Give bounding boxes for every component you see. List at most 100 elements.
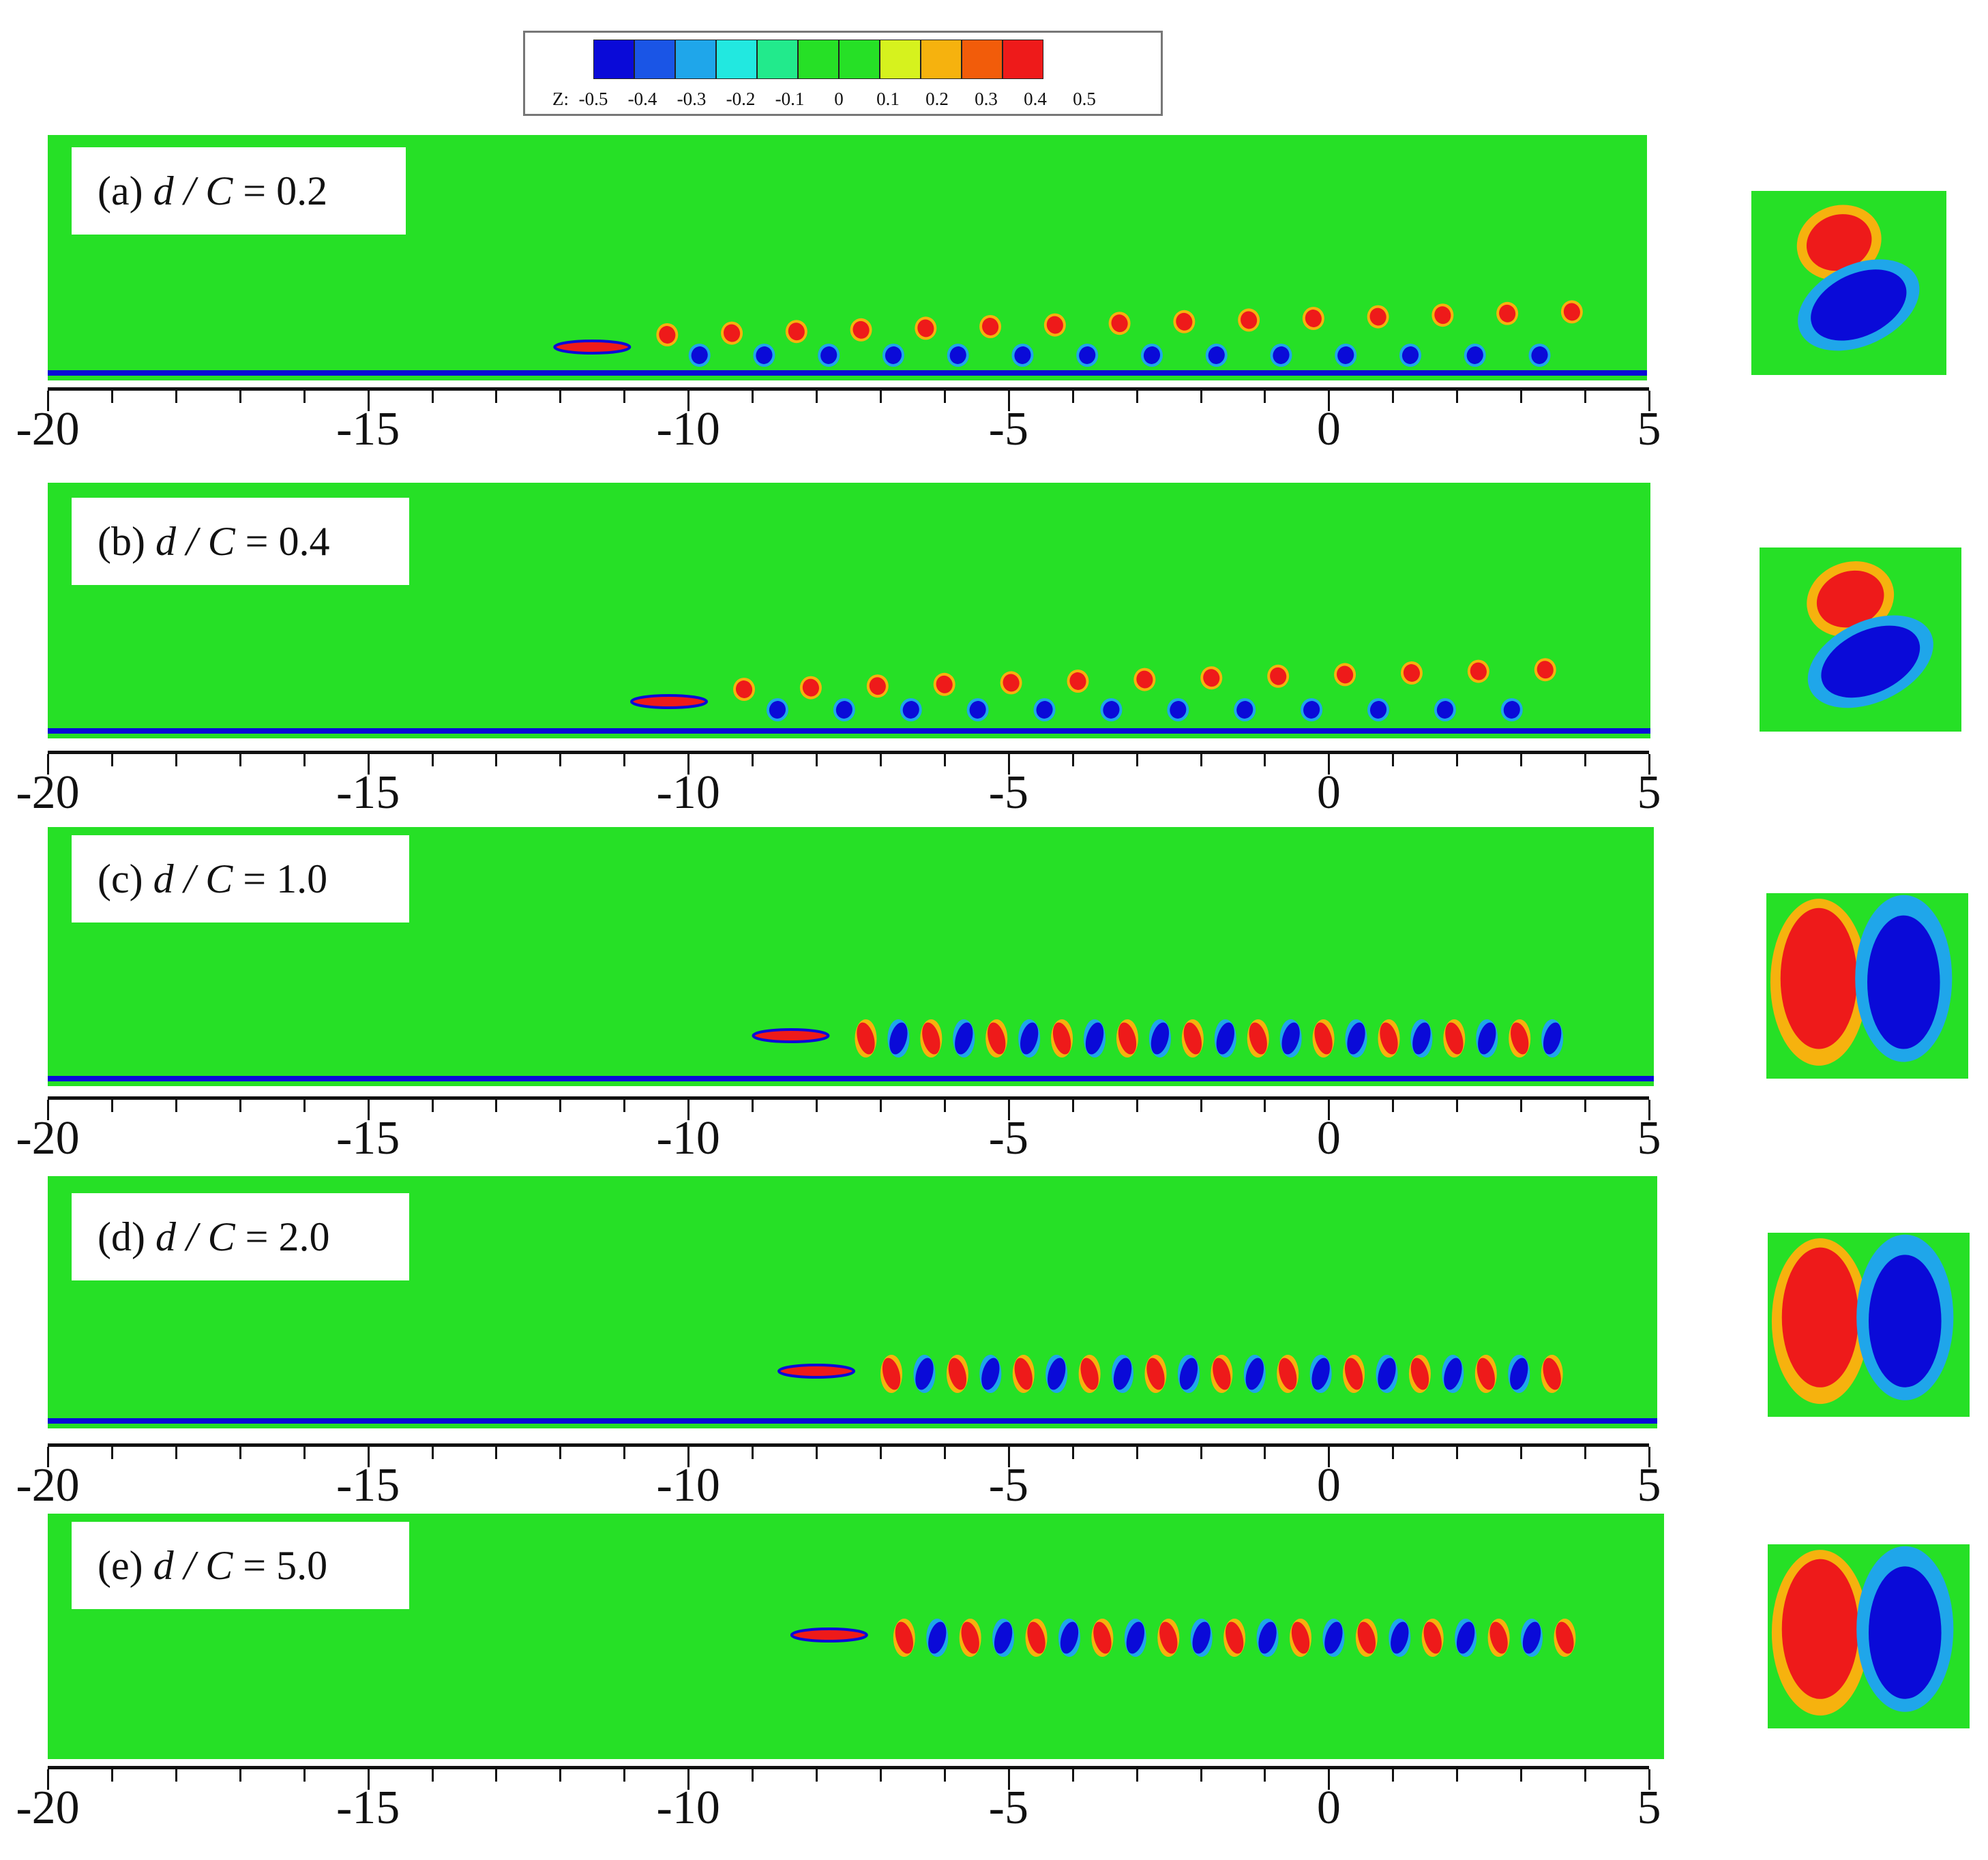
- x-major-tick: [47, 391, 49, 411]
- x-minor-tick: [1136, 391, 1138, 403]
- x-tick-label: -5: [988, 1459, 1028, 1512]
- vortex-negative: [1103, 701, 1120, 719]
- panel-label-prefix: (a): [98, 168, 153, 213]
- vortex-negative: [1531, 346, 1548, 364]
- vortex-negative: [1324, 1621, 1343, 1654]
- vortex-positive: [1314, 1022, 1333, 1055]
- vortex-negative: [915, 1358, 934, 1390]
- x-minor-tick: [175, 754, 177, 766]
- colorbar-tick-label: 0.4: [1024, 89, 1047, 109]
- vortex-positive: [1270, 667, 1287, 685]
- x-major-tick: [47, 1769, 49, 1790]
- x-minor-tick: [943, 1100, 946, 1112]
- vortex-positive: [1336, 665, 1354, 684]
- vortex-negative: [1151, 1022, 1170, 1055]
- vortex-positive: [948, 1358, 967, 1390]
- x-tick-label: -20: [16, 1112, 80, 1165]
- vortex-positive: [1279, 1358, 1297, 1390]
- panel-label-variable: d / C: [153, 856, 233, 901]
- x-minor-tick: [623, 754, 626, 766]
- vortex-negative: [1391, 1621, 1409, 1654]
- x-tick-label: 0: [1316, 1782, 1341, 1834]
- vortex-negative: [889, 1022, 908, 1055]
- x-tick-label: 5: [1637, 1112, 1661, 1165]
- panel-label-variable: d / C: [155, 518, 235, 564]
- vortex-positive: [1046, 316, 1063, 334]
- vortex-positive: [1203, 669, 1220, 687]
- colorbar-legend: Z: -0.5 -0.4 -0.3 -0.2 -0.1 0 0.1 0.2 0.3 0.4 0.5: [523, 31, 1163, 116]
- x-minor-tick: [1392, 1100, 1395, 1112]
- vortex-negative: [981, 1358, 1000, 1390]
- colorbar-tick-label: 0: [834, 89, 844, 109]
- colorbar-tick-label: 0.1: [876, 89, 900, 109]
- x-minor-tick: [1136, 1100, 1138, 1112]
- x-minor-tick: [943, 754, 946, 766]
- vortex-positive: [1183, 1022, 1202, 1055]
- x-axis-line: [48, 1443, 1649, 1447]
- x-major-tick: [687, 1447, 690, 1467]
- x-minor-tick: [1200, 754, 1202, 766]
- vortex-positive: [1111, 314, 1128, 333]
- vortex-positive: [917, 319, 934, 338]
- x-tick-label: 5: [1637, 403, 1661, 455]
- panel-label-prefix: (e): [98, 1542, 153, 1588]
- vortex-positive: [1136, 670, 1153, 689]
- x-minor-tick: [495, 1447, 498, 1459]
- vortex-negative: [1466, 346, 1483, 364]
- x-major-tick: [367, 391, 370, 411]
- vortex-positive: [1080, 1358, 1099, 1390]
- vortex-negative: [1510, 1358, 1528, 1390]
- x-minor-tick: [110, 1447, 113, 1459]
- vortex-negative: [1311, 1358, 1330, 1390]
- x-minor-tick: [431, 391, 434, 403]
- x-tick-label: -10: [656, 1459, 720, 1512]
- x-tick-label: 5: [1637, 766, 1661, 819]
- vortex-positive: [1176, 312, 1193, 331]
- x-major-tick: [1648, 1447, 1650, 1467]
- x-minor-tick: [1392, 1769, 1395, 1782]
- x-major-tick: [1007, 1769, 1010, 1790]
- x-major-tick: [1648, 754, 1650, 775]
- hydrofoil: [553, 340, 632, 355]
- colorbar-swatch: [921, 40, 962, 79]
- vortex-positive: [1357, 1621, 1376, 1654]
- x-minor-tick: [943, 391, 946, 403]
- vortex-negative: [820, 346, 837, 364]
- vortex-positive: [1305, 310, 1322, 327]
- vortex-positive: [1093, 1621, 1112, 1654]
- vortex-positive: [1380, 1022, 1398, 1055]
- x-minor-tick: [816, 1100, 818, 1112]
- zoom-inset-b: [1760, 548, 1961, 732]
- x-tick-label: 5: [1637, 1782, 1661, 1834]
- zoom-inset-a: [1751, 191, 1946, 375]
- inset-vortex-positive: [1806, 214, 1872, 271]
- x-minor-tick: [1264, 1447, 1266, 1459]
- x-minor-tick: [752, 1447, 754, 1459]
- inset-vortex-positive: [1816, 570, 1884, 628]
- x-minor-tick: [1584, 1447, 1587, 1459]
- panel-label-variable: d / C: [155, 1214, 235, 1259]
- x-minor-tick: [110, 1769, 113, 1782]
- x-minor-tick: [1456, 391, 1459, 403]
- vortex-positive: [857, 1022, 875, 1055]
- x-minor-tick: [303, 391, 306, 403]
- vortex-positive: [869, 677, 886, 695]
- vortex-negative: [1208, 346, 1225, 364]
- zoom-inset-d: [1768, 1233, 1970, 1417]
- x-minor-tick: [1136, 1447, 1138, 1459]
- x-minor-tick: [1264, 754, 1266, 766]
- x-tick-label: -15: [336, 766, 400, 819]
- vortex-positive: [1159, 1621, 1178, 1654]
- vortex-negative: [1369, 701, 1387, 719]
- x-major-tick: [687, 1100, 690, 1120]
- vortex-negative: [902, 701, 919, 719]
- x-minor-tick: [752, 391, 754, 403]
- x-minor-tick: [1264, 391, 1266, 403]
- x-major-tick: [1007, 391, 1010, 411]
- inset-vortex-negative: [1869, 1566, 1942, 1699]
- vortex-positive: [735, 680, 753, 698]
- x-minor-tick: [1456, 1447, 1459, 1459]
- vortex-negative: [1085, 1022, 1104, 1055]
- x-minor-tick: [175, 391, 177, 403]
- vortex-positive: [1249, 1022, 1267, 1055]
